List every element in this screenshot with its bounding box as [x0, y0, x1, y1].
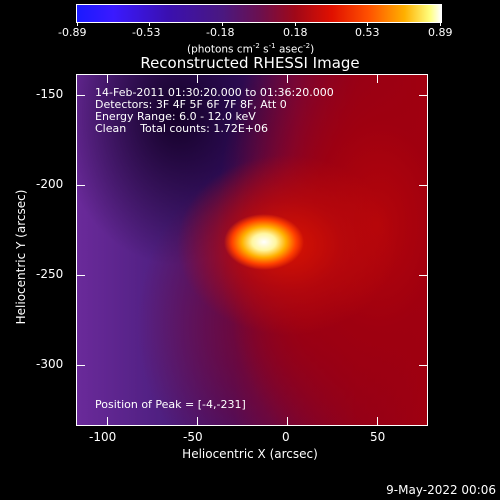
y-tick	[77, 185, 85, 186]
colorbar-tick	[295, 22, 296, 26]
x-tick-label: -50	[183, 430, 203, 444]
x-tick	[197, 75, 198, 83]
x-tick-label: 0	[282, 430, 290, 444]
y-tick	[77, 275, 85, 276]
y-tick	[419, 365, 427, 366]
y-tick	[419, 275, 427, 276]
colorbar-tick	[367, 22, 368, 26]
colorbar-tick	[440, 22, 441, 26]
colorbar-tick	[149, 22, 150, 26]
x-axis-label: Heliocentric X (arcsec)	[182, 447, 318, 461]
y-axis-label: Heliocentric Y (arcsec)	[14, 189, 28, 325]
colorbar-unit-label: (photons cm-2 s-1 asec-2)	[187, 42, 315, 56]
rhessi-image-plot: 14-Feb-2011 01:30:20.000 to 01:36:20.000…	[76, 74, 428, 426]
colorbar-tick-label: -0.18	[206, 26, 235, 39]
colorbar-tick	[77, 22, 78, 26]
y-tick	[77, 95, 85, 96]
x-tick	[287, 75, 288, 83]
x-tick	[107, 417, 108, 425]
info-line: Detectors: 3F 4F 5F 6F 7F 8F, Att 0	[95, 98, 287, 111]
colorbar-tick-label: 0.18	[283, 26, 308, 39]
y-tick	[419, 95, 427, 96]
colorbar-tick-label: 0.89	[428, 26, 453, 39]
x-tick-label: -100	[89, 430, 117, 444]
info-line: Clean Total counts: 1.72E+06	[95, 122, 269, 135]
x-tick-label: 50	[370, 430, 386, 444]
colorbar-tick	[222, 22, 223, 26]
info-line: Energy Range: 6.0 - 12.0 keV	[95, 110, 256, 123]
colorbar-tick-label: 0.53	[355, 26, 380, 39]
info-line: 14-Feb-2011 01:30:20.000 to 01:36:20.000	[95, 86, 334, 99]
x-tick	[377, 417, 378, 425]
y-tick	[419, 185, 427, 186]
image-title: Reconstructed RHESSI Image	[140, 54, 360, 72]
y-tick-label: -150	[36, 87, 64, 101]
x-tick	[287, 417, 288, 425]
x-tick	[107, 75, 108, 83]
colorbar-tick-label: -0.53	[132, 26, 161, 39]
y-tick	[77, 365, 85, 366]
peak-position-label: Position of Peak = [-4,-231]	[95, 398, 246, 411]
x-tick	[197, 417, 198, 425]
y-tick-label: -200	[36, 177, 64, 191]
x-tick	[377, 75, 378, 83]
y-tick-label: -300	[36, 357, 64, 371]
y-tick-label: -250	[36, 267, 64, 281]
footer-date: 9-May-2022 00:06	[386, 483, 496, 497]
colorbar	[76, 4, 442, 26]
colorbar-tick-label: -0.89	[58, 26, 87, 39]
rhessi-image	[77, 75, 427, 425]
